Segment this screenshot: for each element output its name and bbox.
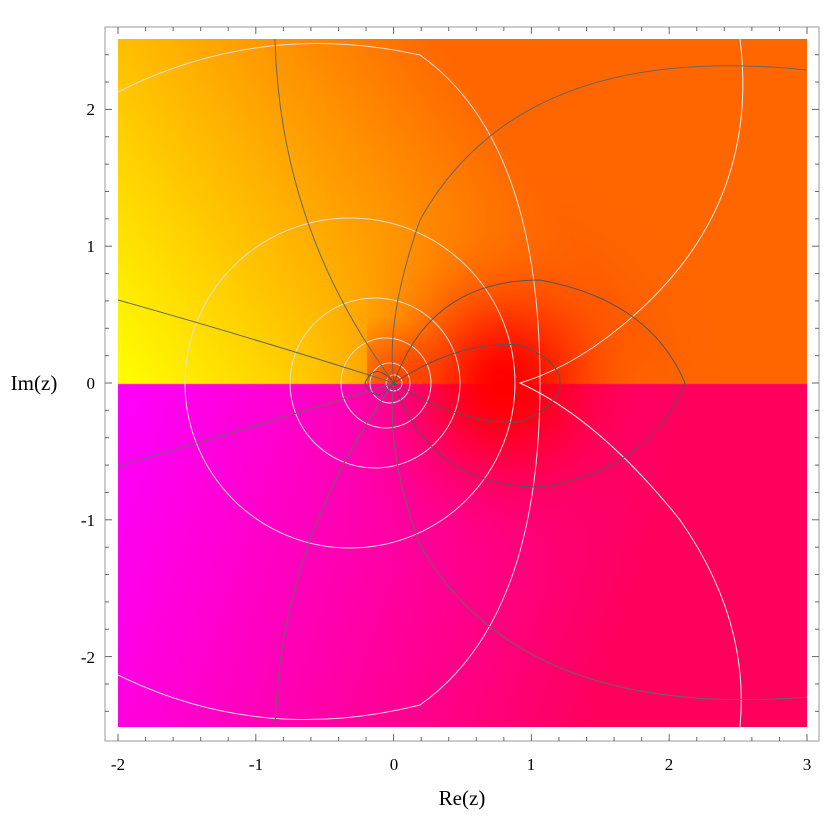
x-tick-labels: -2 -1 0 1 2 3 (111, 755, 811, 774)
color-field (118, 39, 807, 727)
x-axis-label: Re(z) (439, 786, 486, 810)
y-axis-label: Im(z) (11, 371, 58, 395)
contour-lines (117, 38, 808, 728)
contour-dark (117, 299, 396, 467)
contour-dark (364, 371, 395, 395)
x-tick-label: 3 (803, 755, 812, 774)
contour-dark (393, 344, 561, 423)
ticks (105, 27, 819, 741)
x-tick-label: -1 (249, 755, 263, 774)
y-tick-labels: 2 1 0 -1 -2 (81, 100, 95, 667)
y-tick-label: 1 (87, 237, 96, 256)
contour-light (289, 297, 461, 469)
x-tick-label: -2 (111, 755, 125, 774)
plot-frame (104, 26, 820, 742)
contour-light (385, 374, 403, 392)
contour-light (184, 217, 516, 549)
y-tick-label: 0 (87, 374, 96, 393)
contour-dark (391, 65, 808, 701)
contour-light (340, 337, 432, 429)
contour-light (117, 43, 541, 720)
x-tick-label: 0 (390, 755, 399, 774)
y-tick-label: -2 (81, 648, 95, 667)
contour-light (518, 38, 744, 728)
y-tick-label: -1 (81, 511, 95, 530)
y-tick-label: 2 (87, 100, 96, 119)
x-tick-label: 2 (665, 755, 674, 774)
contour-light (369, 362, 411, 404)
x-tick-label: 1 (527, 755, 536, 774)
contour-dark (274, 38, 395, 728)
contour-dark (393, 279, 686, 488)
